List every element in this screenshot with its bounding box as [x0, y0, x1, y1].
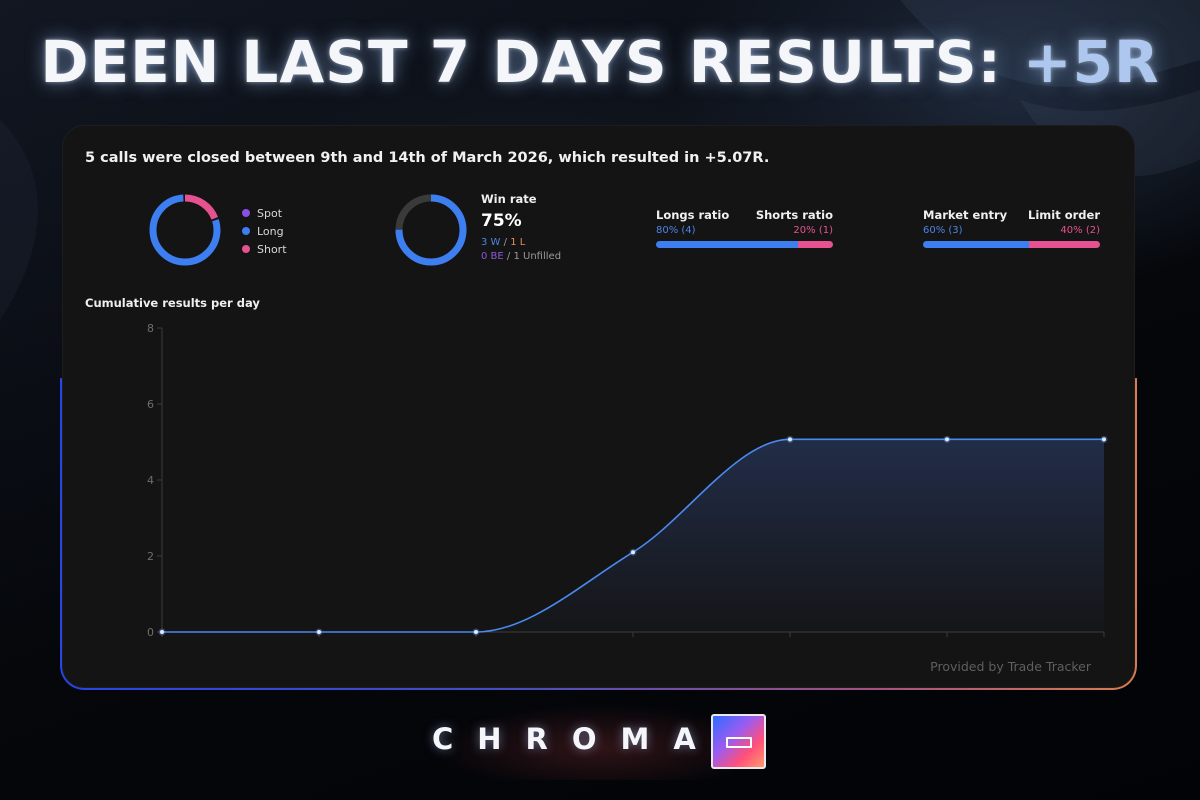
y-tick-label: 8 — [147, 322, 154, 335]
legend-dot-long — [242, 227, 250, 235]
entry-type-bar — [923, 241, 1100, 248]
y-tick-label: 0 — [147, 626, 154, 639]
data-point — [1102, 437, 1106, 442]
legend-item-long: Long — [242, 222, 287, 240]
be-separator: / — [506, 251, 511, 262]
data-point — [945, 437, 949, 442]
legend-label-spot: Spot — [257, 206, 283, 220]
breakeven-count: 0 BE — [481, 251, 504, 262]
win-loss-line: 3 W / 1 L — [481, 237, 561, 248]
headline-accent: +5R — [1023, 28, 1160, 96]
market-entry-label: Market entry — [923, 208, 1008, 222]
long-short-ratio: Longs ratio Shorts ratio 80% (4) 20% (1) — [656, 208, 833, 248]
legend-dot-short — [242, 245, 250, 253]
provided-by-text: Provided by Trade Tracker — [930, 659, 1091, 674]
legend-dot-spot — [242, 209, 250, 217]
headline-main: DEEN LAST 7 DAYS RESULTS: — [40, 28, 1002, 96]
headline: DEEN LAST 7 DAYS RESULTS: +5R — [0, 28, 1200, 96]
entry-type-ratio: Market entry Limit order 60% (3) 40% (2) — [923, 208, 1100, 248]
data-point — [160, 630, 164, 634]
type-legend: Spot Long Short — [242, 204, 287, 258]
y-tick-label: 4 — [147, 474, 154, 487]
y-tick-label: 6 — [147, 398, 154, 411]
brand-logo-icon — [711, 714, 766, 769]
win-rate-value: 75% — [481, 211, 522, 231]
short-bar-fill — [797, 241, 833, 248]
data-point — [631, 550, 635, 555]
market-bar-fill — [923, 241, 1030, 248]
be-unfilled-line: 0 BE / 1 Unfilled — [481, 251, 561, 262]
win-rate-arc — [395, 194, 467, 266]
limit-order-value: 40% (2) — [1060, 225, 1100, 236]
losses-count: 1 L — [510, 237, 526, 248]
y-tick-label: 2 — [147, 550, 154, 563]
legend-item-short: Short — [242, 240, 287, 258]
long-bar-fill — [656, 241, 798, 248]
cumulative-results-chart: 0 2 4 6 8 — [147, 322, 1108, 639]
logo-bar-shape — [726, 737, 752, 748]
wl-separator: / — [503, 237, 507, 248]
unfilled-count: 1 Unfilled — [513, 251, 562, 262]
donut-segment-long — [149, 194, 221, 266]
legend-item-spot: Spot — [242, 204, 287, 222]
legend-label-short: Short — [257, 242, 287, 256]
shorts-ratio-value: 20% (1) — [793, 225, 833, 236]
chart-title: Cumulative results per day — [85, 296, 260, 310]
market-entry-value: 60% (3) — [923, 225, 963, 236]
limit-order-label: Limit order — [1028, 208, 1100, 222]
donut-segment-short — [149, 194, 221, 266]
win-rate-donut — [395, 194, 467, 266]
data-point — [474, 630, 478, 634]
results-card: 5 calls were closed between 9th and 14th… — [62, 125, 1135, 688]
type-donut-chart — [149, 194, 221, 266]
shorts-ratio-label: Shorts ratio — [755, 208, 833, 222]
summary-text: 5 calls were closed between 9th and 14th… — [85, 150, 770, 166]
longs-ratio-label: Longs ratio — [656, 208, 730, 222]
long-short-bar — [656, 241, 833, 248]
win-rate-label: Win rate — [481, 192, 537, 206]
legend-label-long: Long — [257, 224, 284, 238]
longs-ratio-value: 80% (4) — [656, 225, 696, 236]
limit-bar-fill — [1029, 241, 1100, 248]
data-point — [317, 630, 321, 634]
brand-name: CHROMA — [432, 722, 720, 756]
win-rate-block: Win rate 75% 3 W / 1 L 0 BE / 1 Unfilled — [481, 192, 561, 262]
wins-count: 3 W — [481, 237, 501, 248]
series-area — [162, 439, 1104, 632]
data-point — [788, 437, 792, 442]
